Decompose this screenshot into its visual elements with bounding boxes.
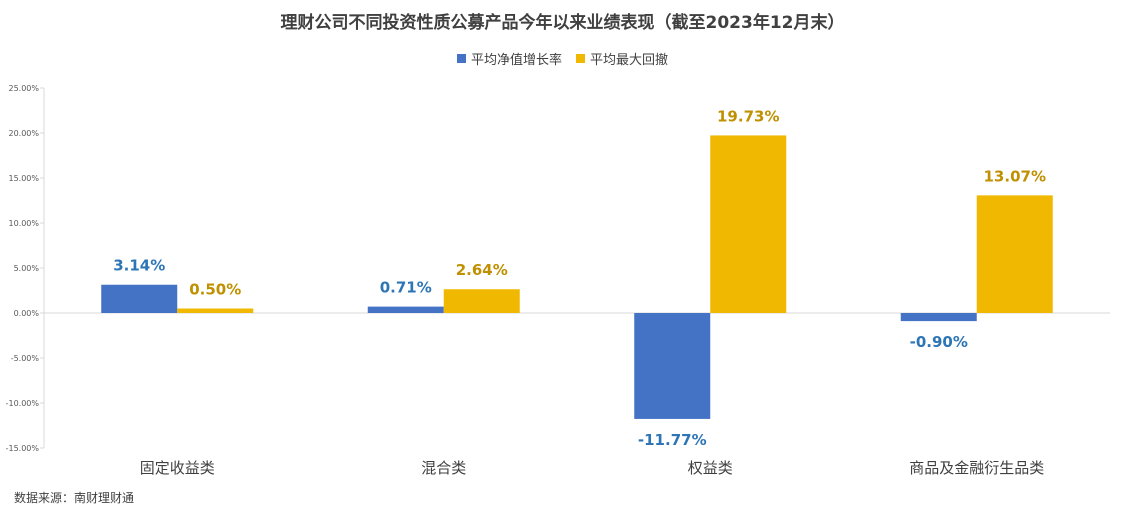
data-label-drawdown: 13.07%	[984, 167, 1046, 185]
bar-drawdown	[177, 308, 254, 313]
y-tick-label: 5.00%	[14, 264, 40, 273]
x-category-label: 商品及金融衍生品类	[909, 459, 1044, 477]
data-label-drawdown: 19.73%	[717, 107, 779, 125]
y-tick-label: -15.00%	[6, 444, 40, 453]
label-layer: 3.14% 0.50% 固定收益类 0.71% 2.64% 混合类 -11.77% 19.73…	[113, 107, 1046, 477]
y-tick-label: 0.00%	[14, 309, 40, 318]
legend: 平均净值增长率 平均最大回撤	[0, 49, 1125, 68]
legend-swatch-drawdown	[576, 54, 585, 63]
data-label-growth: 0.71%	[380, 279, 432, 297]
bar-drawdown	[976, 195, 1053, 313]
bar-drawdown	[710, 135, 787, 313]
bar-growth	[634, 313, 711, 419]
x-category-label: 权益类	[688, 459, 733, 477]
bar-layer	[101, 135, 1053, 419]
bar-drawdown	[443, 289, 520, 313]
source-note: 数据来源：南财理财通	[14, 491, 135, 505]
data-label-drawdown: 2.64%	[456, 261, 508, 279]
data-label-growth: -11.77%	[638, 431, 707, 449]
x-category-label: 固定收益类	[140, 459, 215, 477]
y-tick-label: 15.00%	[8, 174, 39, 183]
bar-growth	[900, 313, 977, 322]
y-tick-label: -10.00%	[6, 399, 40, 408]
legend-label-drawdown: 平均最大回撤	[590, 53, 669, 68]
y-tick-label: -5.00%	[11, 354, 40, 363]
x-category-label: 混合类	[421, 459, 466, 477]
legend-item-growth: 平均净值增长率	[456, 49, 562, 68]
y-tick-label: 20.00%	[8, 129, 39, 138]
legend-label-growth: 平均净值增长率	[470, 53, 562, 68]
data-label-growth: -0.90%	[910, 333, 968, 351]
legend-item-drawdown: 平均最大回撤	[576, 49, 668, 68]
chart-title: 理财公司不同投资性质公募产品今年以来业绩表现（截至2023年12月末）	[280, 13, 845, 33]
y-tick-label: 25.00%	[8, 84, 39, 93]
data-label-drawdown: 0.50%	[189, 281, 241, 299]
bar-growth	[367, 306, 444, 313]
y-tick-label: 10.00%	[8, 219, 39, 228]
bar-growth	[101, 284, 178, 313]
data-label-growth: 3.14%	[113, 257, 165, 275]
legend-swatch-growth	[456, 54, 466, 63]
axis-layer: 25.00% 20.00% 15.00% 10.00% 5.00% 0.00% -5.00%…	[6, 84, 1110, 453]
